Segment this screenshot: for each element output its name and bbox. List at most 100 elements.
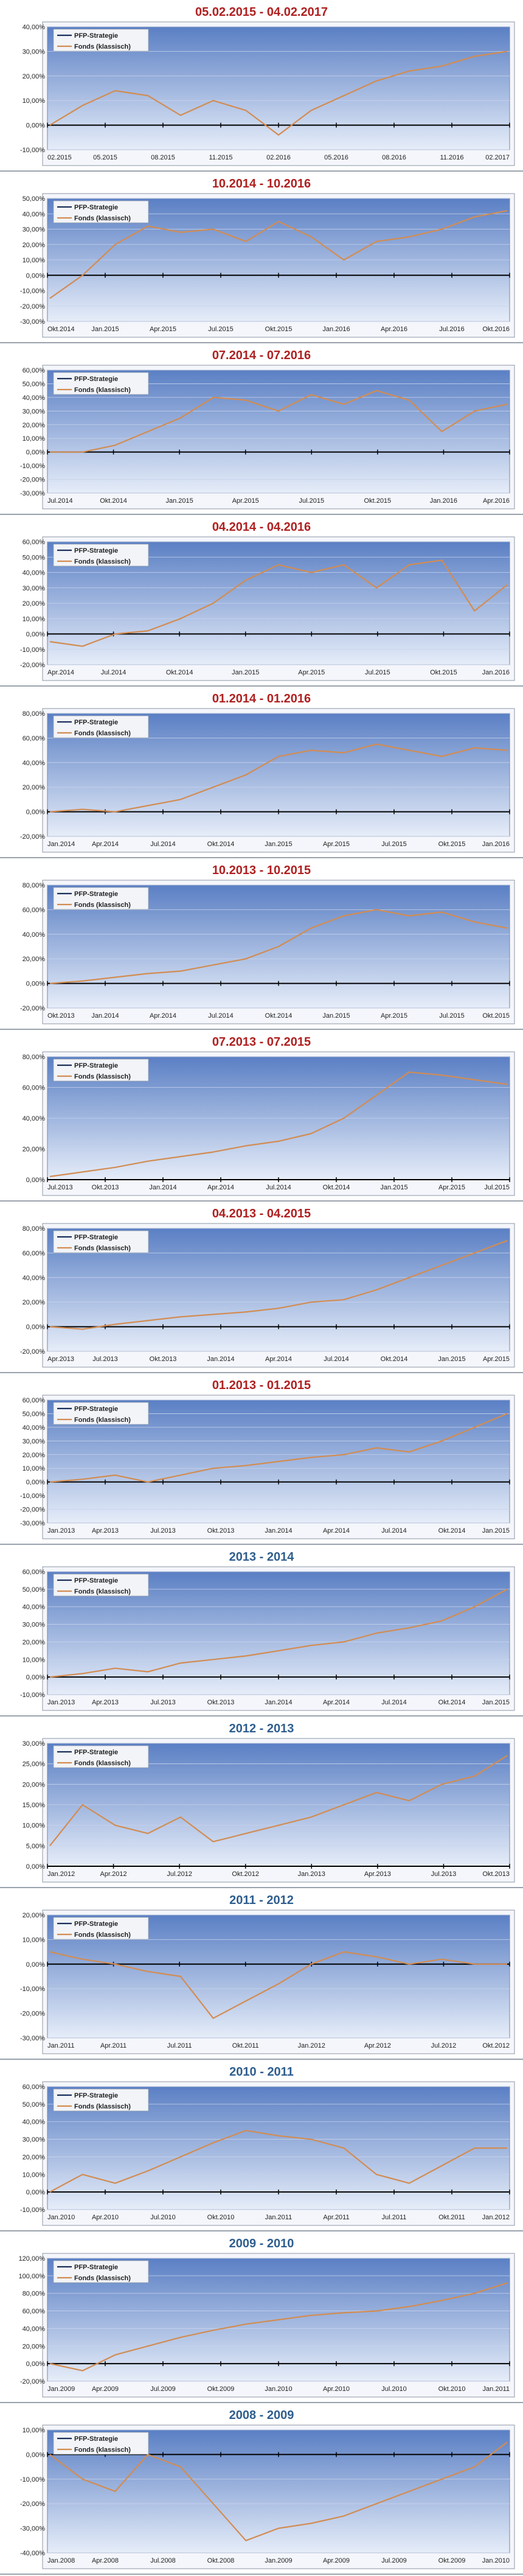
y-tick-label: 60,00% <box>23 2308 46 2315</box>
y-tick-label: -10,00% <box>20 147 45 154</box>
chart-title: 2009 - 2010 <box>229 2237 294 2250</box>
series-line <box>49 2441 508 2541</box>
legend-box <box>53 887 149 910</box>
chart-svg: 04.2014 - 04.2016 -20,00% -10,00% 0,00% 10,0… <box>20 520 515 681</box>
legend-fund-label: Fonds (klassisch) <box>74 730 131 737</box>
legend-fund-label: Fonds (klassisch) <box>74 215 131 222</box>
legend-box <box>53 1745 149 1768</box>
x-tick-label: Jul.2013 <box>150 1527 176 1535</box>
x-tick-label: 05.2016 <box>324 154 348 161</box>
y-tick-label: 20,00% <box>23 1299 46 1306</box>
y-tick-label: -20,00% <box>20 303 45 310</box>
chart-svg: 07.2013 - 07.2015 0,00% 20,00% 40,00% 60,00%… <box>23 1035 515 1196</box>
chart-panel: 10.2014 - 10.2016 -30,00% -20,00% -10,00% 0,… <box>0 172 523 343</box>
x-tick-label: Jul.2016 <box>439 326 465 333</box>
y-tick-label: 25,00% <box>23 1761 46 1768</box>
x-tick-label: Jan.2013 <box>47 1527 75 1535</box>
y-tick-label: -20,00% <box>20 1507 45 1514</box>
x-tick-label: Jan.2015 <box>322 1012 350 1020</box>
legend-box <box>53 2432 149 2455</box>
y-tick-label: 60,00% <box>23 2084 46 2091</box>
y-tick-label: 80,00% <box>23 882 46 889</box>
x-tick-label: Okt.2012 <box>232 1871 259 1878</box>
x-tick-label: Jan.2015 <box>232 669 259 676</box>
x-tick-label: Okt.2015 <box>430 669 457 676</box>
x-tick-label: Okt.2015 <box>438 841 466 848</box>
legend: PFP-Strategie Fonds (klassisch) <box>53 2432 149 2455</box>
x-tick-label: Jul.2015 <box>439 1012 465 1020</box>
chart-panel: 05.02.2015 - 04.02.2017 -10,00% 0,00% 10,00… <box>0 0 523 172</box>
legend-fund-label: Fonds (klassisch) <box>74 1760 131 1767</box>
legend-strategy-label: PFP-Strategie <box>74 547 118 555</box>
y-tick-label: -10,00% <box>20 2476 45 2483</box>
chart-title: 07.2014 - 07.2016 <box>212 349 311 362</box>
x-tick-label: Jul.2014 <box>324 1356 349 1363</box>
y-tick-label: 10,00% <box>23 97 46 105</box>
y-tick-label: -10,00% <box>20 1986 45 1993</box>
chart-panel: 04.2013 - 04.2015 -20,00% 0,00% 20,00% 40,00… <box>0 1202 523 1373</box>
chart-svg: 07.2014 - 07.2016 -30,00% -20,00% -10,00% 0,… <box>20 349 515 509</box>
y-tick-label: 30,00% <box>23 585 46 592</box>
y-tick-label: 10,00% <box>23 257 46 264</box>
x-tick-label: Jul.2014 <box>101 669 126 676</box>
y-tick-label: 20,00% <box>23 1639 46 1646</box>
legend-strategy-label: PFP-Strategie <box>74 1920 118 1928</box>
y-tick-label: 40,00% <box>23 1275 46 1282</box>
legend: PFP-Strategie Fonds (klassisch) <box>53 1230 149 1253</box>
x-tick-label: Jan.2014 <box>149 1184 176 1191</box>
legend: PFP-Strategie Fonds (klassisch) <box>53 544 149 567</box>
legend-strategy-label: PFP-Strategie <box>74 2435 118 2443</box>
y-tick-label: 60,00% <box>23 1085 46 1092</box>
y-tick-label: -30,00% <box>20 2035 45 2042</box>
y-tick-label: 30,00% <box>23 1622 46 1629</box>
y-tick-label: -20,00% <box>20 833 45 841</box>
y-tick-label: 10,00% <box>23 1465 46 1472</box>
legend-box <box>53 544 149 567</box>
y-tick-label: -30,00% <box>20 2525 45 2533</box>
y-tick-label: -20,00% <box>20 2011 45 2018</box>
y-tick-label: 20,00% <box>23 956 46 963</box>
x-tick-label: 08.2015 <box>151 154 175 161</box>
chart-title: 04.2013 - 04.2015 <box>212 1207 311 1220</box>
legend-strategy-label: PFP-Strategie <box>74 32 118 40</box>
x-tick-label: 08.2016 <box>382 154 406 161</box>
y-tick-label: 60,00% <box>23 367 46 374</box>
chart-panel: 01.2014 - 01.2016 -20,00% 0,00% 20,00% 40,00… <box>0 687 523 858</box>
x-tick-label: Apr.2010 <box>92 2214 119 2221</box>
x-tick-label: Apr.2013 <box>47 1356 74 1363</box>
y-tick-label: 20,00% <box>23 422 46 429</box>
x-tick-label: Jul.2014 <box>266 1184 291 1191</box>
x-tick-label: Apr.2015 <box>232 497 259 505</box>
x-tick-label: Apr.2015 <box>381 1012 407 1020</box>
y-tick-label: 0,00% <box>26 981 45 988</box>
x-tick-label: Apr.2009 <box>92 2385 119 2393</box>
x-tick-label: Okt.2009 <box>438 2557 466 2564</box>
series-line <box>49 51 508 136</box>
y-tick-label: 0,00% <box>26 1324 45 1331</box>
y-tick-label: -10,00% <box>20 1493 45 1500</box>
legend-fund-label: Fonds (klassisch) <box>74 558 131 565</box>
chart-title: 01.2014 - 01.2016 <box>212 692 311 705</box>
x-tick-label: Okt.2014 <box>323 1184 350 1191</box>
chart-svg: 10.2014 - 10.2016 -30,00% -20,00% -10,00% 0,… <box>20 177 515 338</box>
legend-box <box>53 715 149 738</box>
legend-fund-label: Fonds (klassisch) <box>74 1245 131 1252</box>
series-line <box>49 210 508 299</box>
x-tick-label: Okt.2014 <box>207 841 235 848</box>
x-tick-label: Okt.2016 <box>482 326 510 333</box>
series-line <box>49 1240 508 1330</box>
chart-svg: 01.2014 - 01.2016 -20,00% 0,00% 20,00% 40,00… <box>20 692 515 853</box>
y-tick-label: 30,00% <box>23 1438 46 1445</box>
y-tick-label: 10,00% <box>23 1656 46 1664</box>
x-tick-label: Jul.2014 <box>47 497 73 505</box>
legend-fund-label: Fonds (klassisch) <box>74 387 131 394</box>
x-tick-label: 02.2016 <box>266 154 291 161</box>
y-tick-label: 20,00% <box>23 1912 46 1919</box>
y-tick-label: 0,00% <box>26 1674 45 1681</box>
legend: PFP-Strategie Fonds (klassisch) <box>53 1917 149 1940</box>
x-tick-label: 02.2015 <box>47 154 72 161</box>
x-tick-label: Jul.2011 <box>382 2214 407 2221</box>
y-tick-label: 40,00% <box>23 1115 46 1122</box>
y-tick-label: 40,00% <box>23 570 46 577</box>
y-tick-label: 0,00% <box>26 2189 45 2196</box>
